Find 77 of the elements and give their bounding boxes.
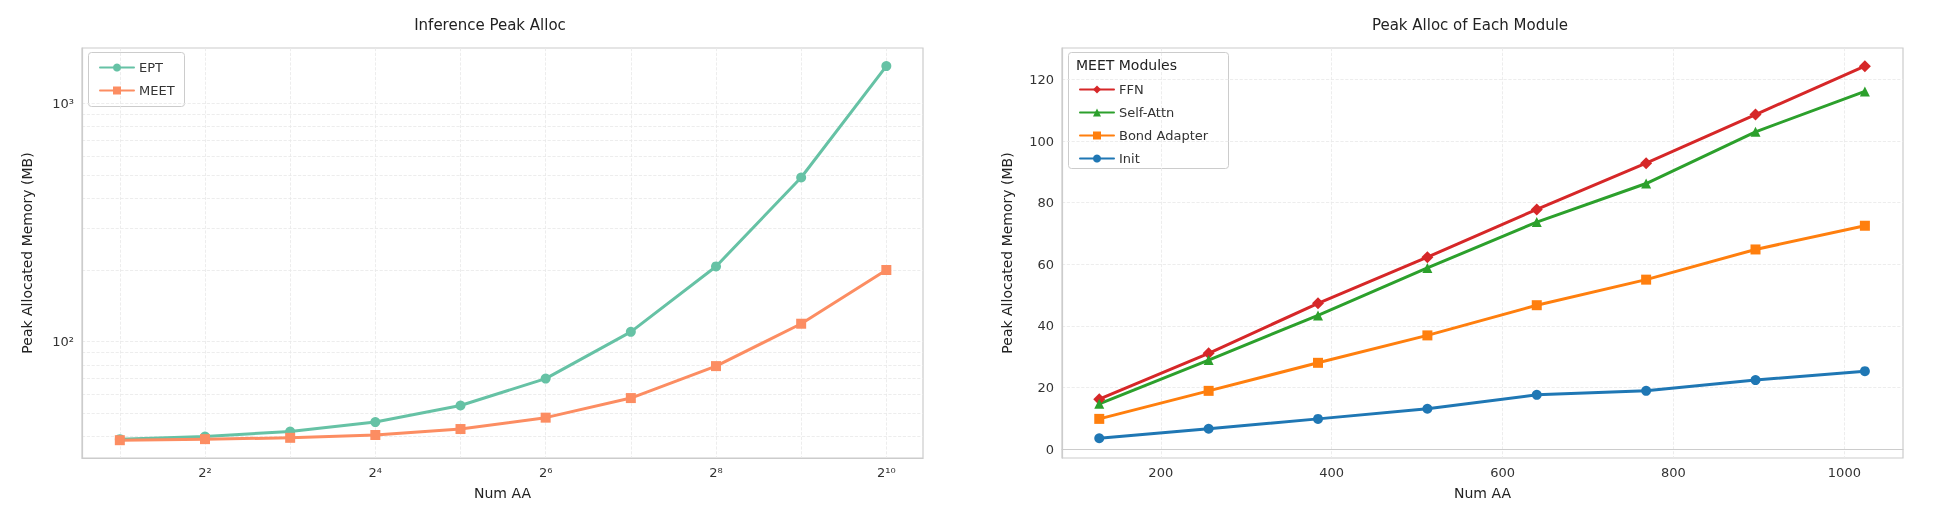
- x-tick-label: 600: [1490, 465, 1515, 480]
- y-axis-title: Peak Allocated Memory (MB): [19, 152, 35, 354]
- point: [1422, 403, 1433, 414]
- point: [796, 172, 807, 183]
- point: [796, 318, 807, 329]
- point: [1203, 355, 1214, 366]
- legend-label: Bond Adapter: [1119, 128, 1209, 143]
- point: [1531, 389, 1542, 400]
- y-tick-label: 20: [1037, 379, 1054, 395]
- point: [455, 400, 466, 411]
- point: [540, 412, 551, 423]
- legend-label: Self-Attn: [1119, 105, 1175, 120]
- point: [881, 61, 892, 72]
- y-tick-label: 10³: [52, 96, 74, 111]
- point: [1750, 126, 1761, 137]
- y-axis-title: Peak Allocated Memory (MB): [999, 152, 1015, 354]
- point: [1641, 274, 1652, 285]
- legend-label: EPT: [139, 60, 164, 75]
- point: [1641, 178, 1652, 189]
- legend-label: MEET: [139, 83, 175, 98]
- point: [1313, 357, 1324, 368]
- x-axis-title: Num AA: [474, 485, 532, 501]
- x-axis-title: Num AA: [1454, 485, 1512, 501]
- point: [1203, 385, 1214, 396]
- point: [455, 424, 466, 435]
- point: [1859, 86, 1870, 97]
- y-tick-label: 10²: [52, 334, 74, 350]
- x-tick-label: 2⁸: [709, 465, 723, 480]
- point: [370, 417, 381, 428]
- point: [711, 361, 721, 372]
- x-tick-label: 2¹⁰: [876, 465, 896, 480]
- point: [1750, 244, 1761, 255]
- x-tick-label: 400: [1319, 465, 1345, 480]
- y-tick-label: 60: [1037, 256, 1054, 272]
- point: [625, 326, 636, 337]
- point: [1421, 251, 1434, 264]
- point: [370, 429, 381, 440]
- legend-label: Init: [1119, 151, 1140, 166]
- x-tick-label: 200: [1148, 465, 1174, 480]
- point: [1640, 157, 1653, 170]
- point: [1313, 310, 1324, 321]
- point: [1859, 220, 1870, 231]
- legend-title: MEET Modules: [1076, 57, 1177, 73]
- chart-title: Peak Alloc of Each Module: [1371, 15, 1569, 34]
- y-tick-label: 120: [1029, 71, 1054, 87]
- point: [1203, 423, 1214, 434]
- y-tick-label: 80: [1037, 195, 1054, 211]
- y-tick-label: 0: [1045, 441, 1054, 457]
- x-tick-label: 2⁴: [368, 465, 383, 480]
- point: [1530, 203, 1543, 216]
- point: [1422, 262, 1433, 273]
- point: [881, 265, 892, 276]
- point: [1422, 330, 1433, 341]
- point: [1531, 217, 1542, 228]
- point: [1750, 375, 1761, 386]
- point: [285, 432, 296, 443]
- point: [1858, 60, 1871, 73]
- point: [540, 373, 551, 384]
- point: [711, 261, 721, 272]
- point: [1094, 413, 1105, 424]
- point: [1749, 108, 1762, 121]
- x-tick-label: 2²: [198, 465, 212, 480]
- y-tick-label: 100: [1029, 133, 1054, 149]
- point: [1859, 366, 1870, 377]
- y-tick-label: 40: [1037, 318, 1054, 334]
- point: [1531, 300, 1542, 311]
- point: [1094, 433, 1105, 444]
- point: [625, 393, 636, 404]
- x-tick-label: 1000: [1827, 465, 1861, 480]
- point: [1094, 398, 1105, 409]
- point: [1313, 413, 1324, 424]
- point: [1641, 385, 1652, 396]
- x-tick-label: 2⁶: [538, 465, 553, 480]
- chart-title: Inference Peak Alloc: [414, 15, 566, 34]
- legend-label: FFN: [1119, 82, 1144, 97]
- point: [1312, 297, 1325, 310]
- x-tick-label: 800: [1661, 465, 1686, 480]
